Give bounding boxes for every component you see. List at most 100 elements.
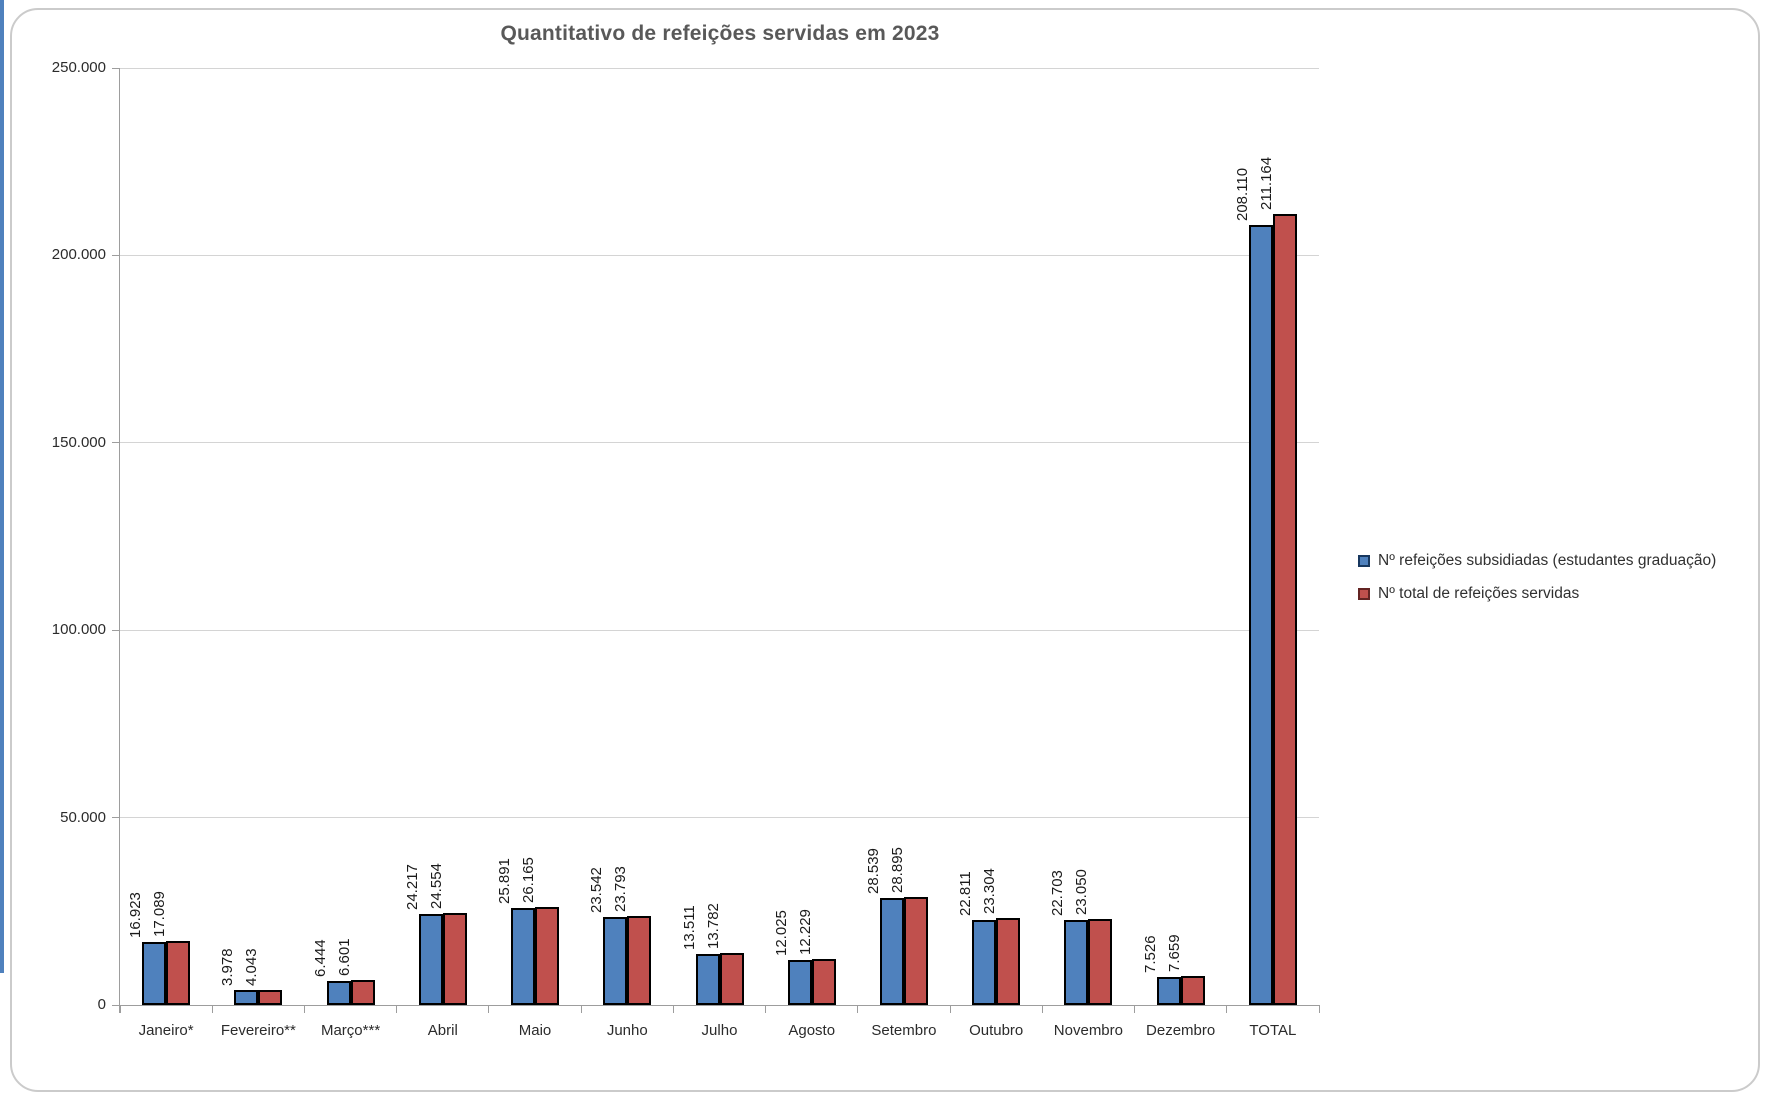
bar-subsidized	[695, 954, 720, 1005]
value-label: 28.895	[888, 846, 906, 893]
bar-subsidized	[787, 959, 812, 1005]
bar-total	[442, 912, 467, 1005]
value-label: 4.043	[243, 948, 261, 986]
legend-marker-total-icon	[1358, 588, 1370, 600]
value-label: 22.811	[957, 870, 975, 916]
x-axis-tick	[857, 1005, 859, 1013]
value-label: 16.923	[127, 891, 145, 938]
bar-subsidized	[879, 898, 904, 1005]
bar-total	[166, 940, 191, 1005]
value-label: 24.217	[403, 864, 421, 911]
y-axis-line	[119, 68, 120, 1013]
value-label: 23.050	[1073, 868, 1091, 915]
category-label: Novembro	[1053, 1022, 1123, 1039]
category-label: Abril	[427, 1022, 458, 1039]
bar-subsidized	[511, 907, 536, 1005]
y-axis-label: 100.000	[51, 621, 106, 639]
y-axis-tick	[112, 254, 120, 256]
y-gridline	[120, 817, 1319, 819]
category-label: Outubro	[969, 1022, 1024, 1039]
y-axis-label: 250.000	[51, 59, 106, 76]
x-axis-tick	[396, 1005, 398, 1013]
value-label: 6.444	[311, 939, 329, 977]
bar-subsidized	[418, 914, 443, 1005]
category-label: Agosto	[788, 1022, 836, 1039]
y-gridline	[120, 629, 1319, 631]
bar-subsidized	[972, 919, 997, 1005]
y-axis-label: 0	[97, 996, 106, 1013]
x-axis-tick	[1041, 1005, 1043, 1013]
bar-total	[996, 917, 1021, 1005]
x-axis-tick	[211, 1005, 213, 1013]
bar-subsidized	[1248, 225, 1273, 1005]
value-label: 211.164	[1257, 156, 1275, 210]
y-axis-tick	[112, 442, 120, 444]
x-axis-tick	[1226, 1005, 1228, 1013]
bar-subsidized	[142, 941, 167, 1005]
value-label: 23.304	[981, 867, 999, 914]
y-axis-label: 200.000	[51, 246, 106, 264]
y-axis-label: 150.000	[51, 433, 106, 451]
bar-subsidized	[326, 980, 351, 1005]
value-label: 25.891	[496, 858, 514, 904]
category-label: Dezembro	[1146, 1022, 1216, 1039]
y-axis-tick	[112, 817, 120, 819]
bar-total	[535, 906, 560, 1005]
x-axis-tick	[580, 1005, 582, 1013]
value-label: 23.542	[588, 866, 606, 913]
legend-item-subsidized: Nº refeições subsidiadas (estudantes gra…	[1358, 546, 1716, 576]
legend-marker-subsidized-icon	[1358, 555, 1370, 567]
value-label: 7.526	[1141, 935, 1159, 973]
y-axis-tick	[112, 67, 120, 69]
bar-total	[627, 915, 652, 1005]
value-label: 22.703	[1049, 870, 1067, 916]
x-axis-line	[120, 1005, 1319, 1006]
x-axis-tick	[488, 1005, 490, 1013]
value-label: 23.793	[612, 865, 630, 912]
x-axis-tick	[949, 1005, 951, 1013]
x-axis-tick	[303, 1005, 305, 1013]
category-label: Junho	[606, 1022, 648, 1039]
bar-total	[1180, 976, 1205, 1005]
x-axis-tick	[672, 1005, 674, 1013]
value-label: 17.089	[151, 891, 169, 937]
value-label: 12.229	[796, 909, 814, 956]
value-label: 6.601	[335, 938, 353, 977]
value-label: 13.511	[680, 905, 698, 951]
value-label: 12.025	[772, 910, 790, 956]
bar-subsidized	[603, 916, 628, 1005]
category-label: Março***	[320, 1022, 381, 1039]
category-label: Setembro	[871, 1022, 937, 1039]
chart-title: Quantitativo de refeições servidas em 20…	[500, 22, 940, 45]
value-label: 208.110	[1233, 167, 1251, 221]
y-axis-tick	[112, 629, 120, 631]
value-label: 13.782	[704, 903, 722, 950]
category-label: Janeiro*	[138, 1022, 194, 1039]
y-axis-label: 50.000	[60, 808, 106, 826]
x-axis-tick	[1318, 1005, 1320, 1013]
category-label: TOTAL	[1249, 1022, 1297, 1039]
y-axis-tick	[112, 1004, 120, 1006]
legend-label-total: Nº total de refeições servidas	[1378, 585, 1580, 602]
y-gridline	[120, 67, 1319, 69]
value-label: 3.978	[219, 948, 237, 987]
bar-total	[1272, 213, 1297, 1005]
value-label: 28.539	[864, 848, 882, 895]
bar-subsidized	[1064, 919, 1089, 1005]
value-label: 24.554	[427, 863, 445, 909]
category-label: Maio	[518, 1022, 552, 1039]
bar-total	[903, 896, 928, 1005]
legend-item-total: Nº total de refeições servidas	[1358, 579, 1716, 609]
bar-subsidized	[1156, 976, 1181, 1005]
x-axis-tick	[765, 1005, 767, 1013]
bar-total	[811, 959, 836, 1005]
bar-total	[1088, 918, 1113, 1005]
y-gridline	[120, 442, 1319, 444]
legend-label-subsidized: Nº refeições subsidiadas (estudantes gra…	[1378, 552, 1717, 569]
bar-total	[350, 980, 375, 1005]
y-gridline	[120, 254, 1319, 256]
category-label: Fevereiro**	[220, 1022, 296, 1039]
x-axis-tick	[1134, 1005, 1136, 1013]
left-edge-line	[0, 0, 4, 973]
